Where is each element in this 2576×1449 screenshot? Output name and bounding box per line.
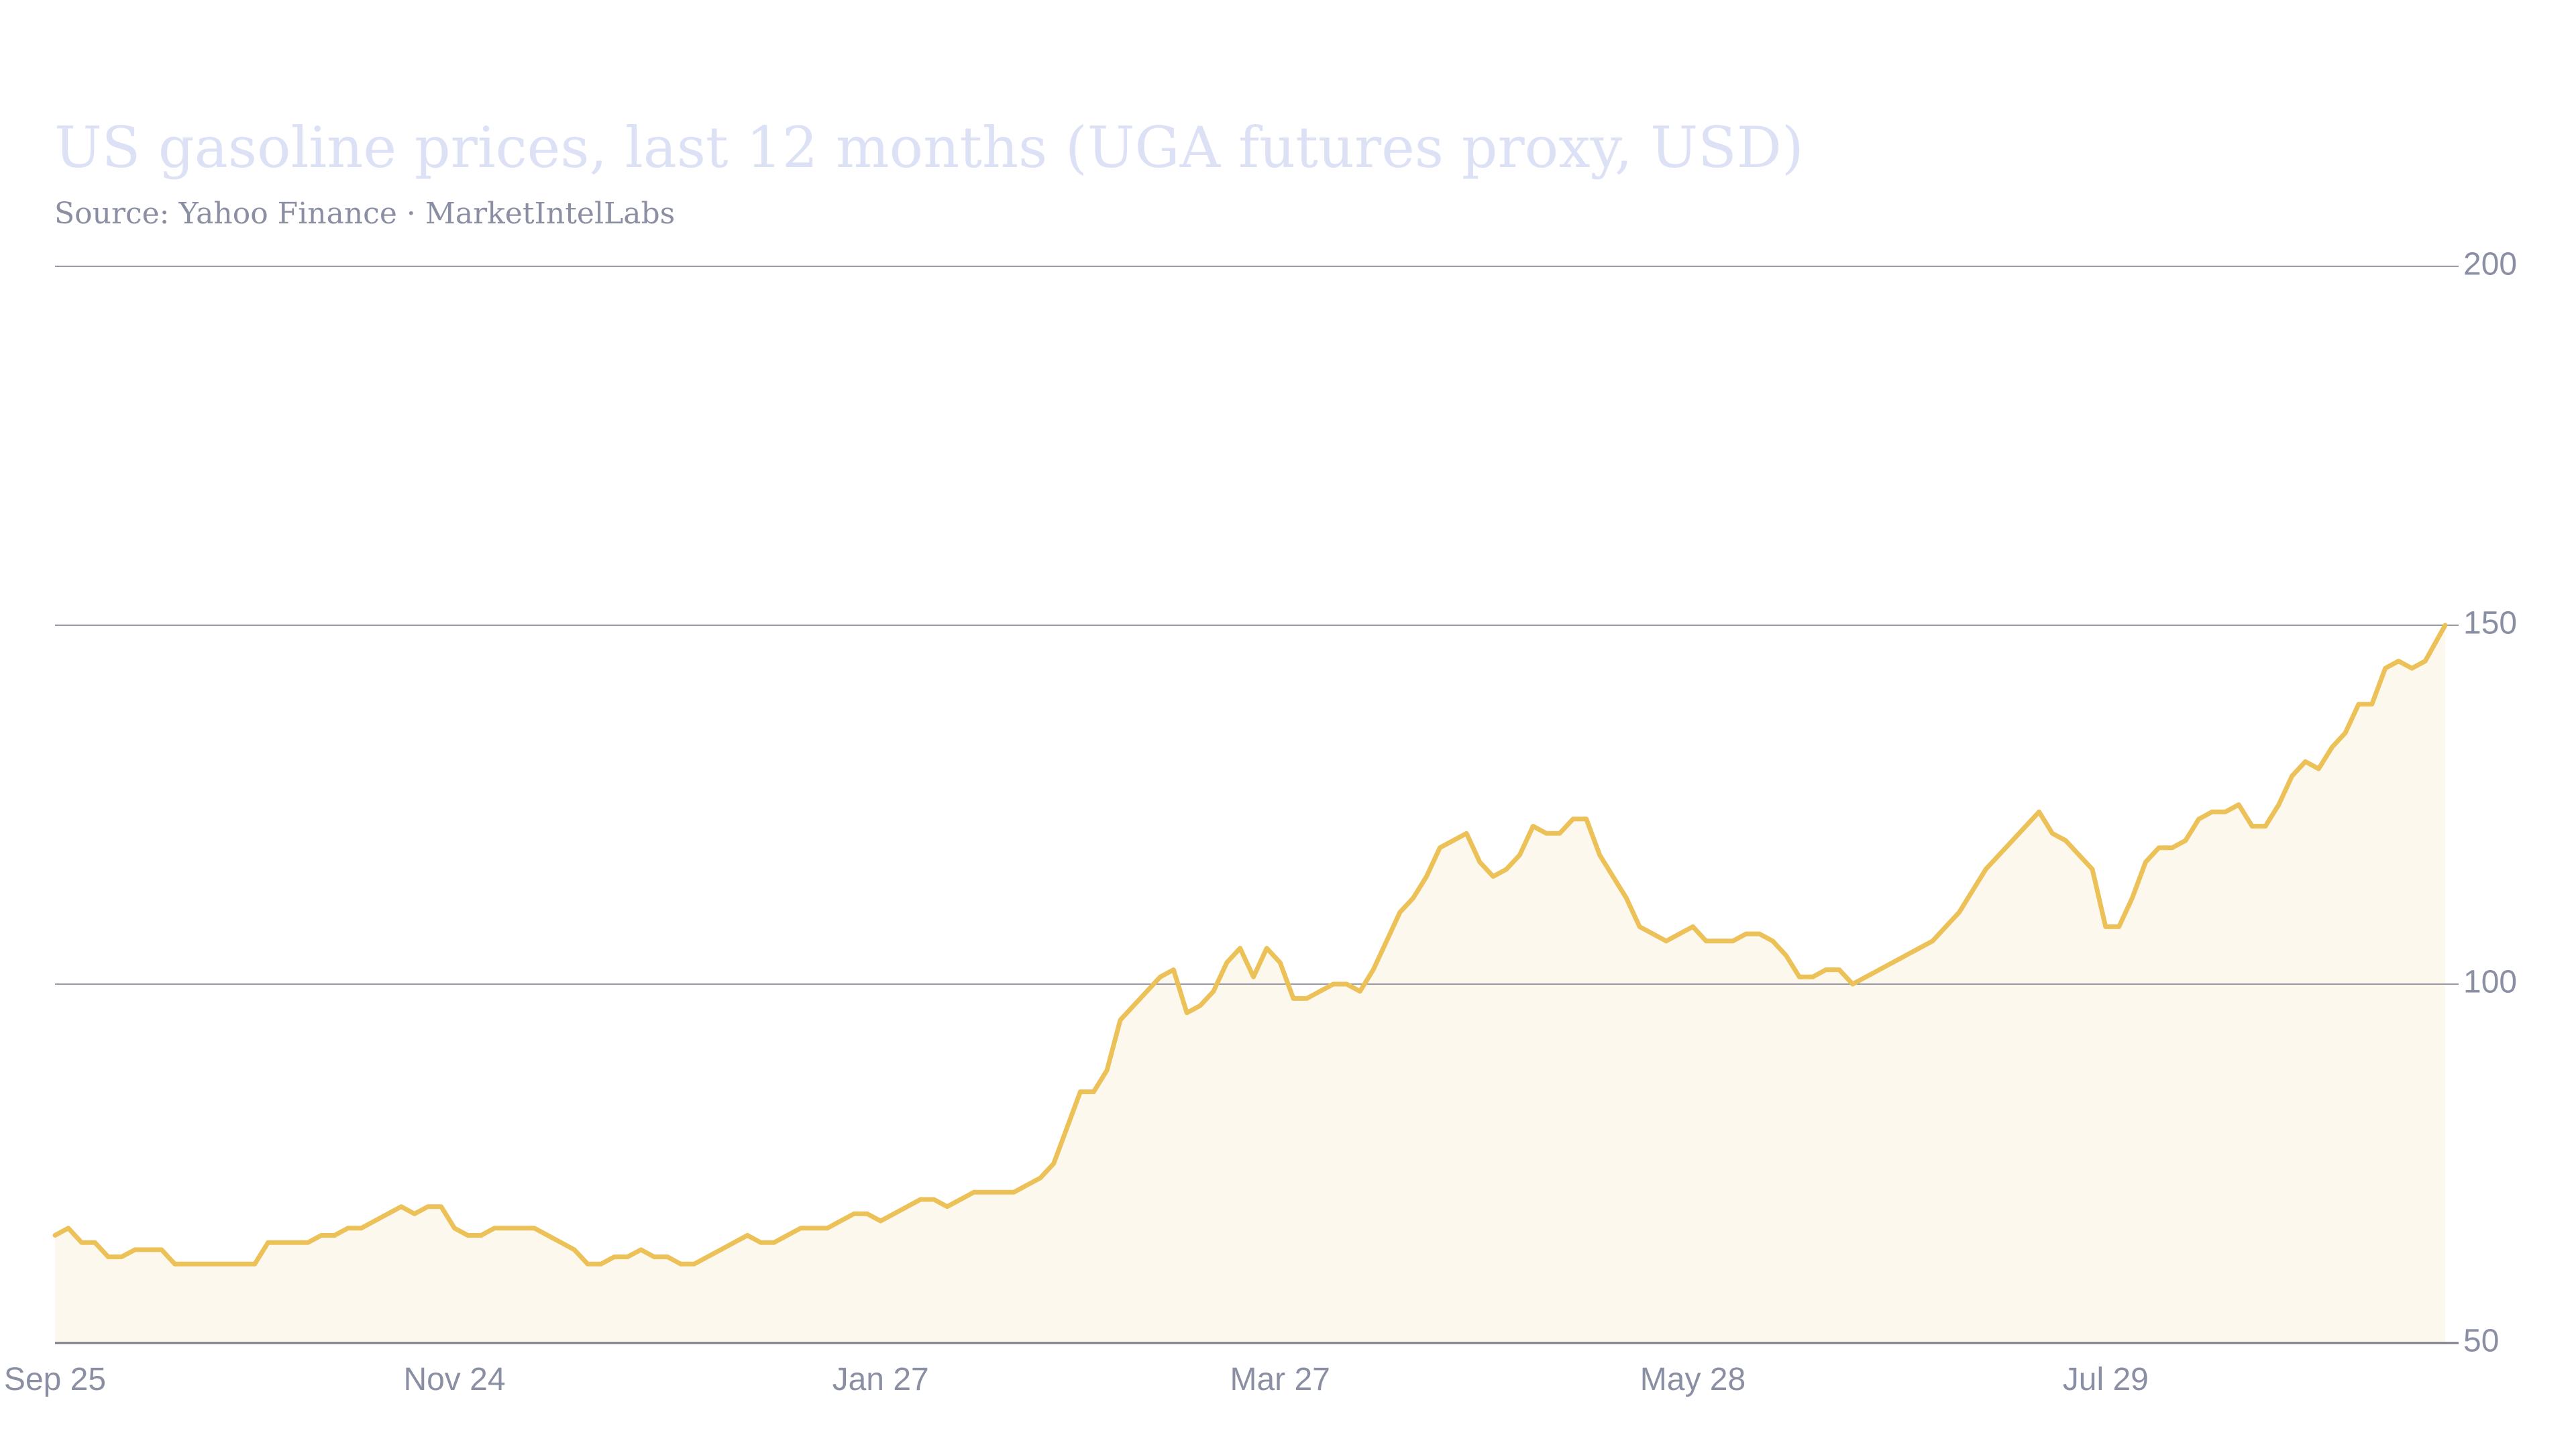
x-tick-label: Jul 29 <box>2063 1362 2149 1397</box>
x-tick-label: Mar 27 <box>1230 1362 1330 1397</box>
y-tick-label: 100 <box>2463 965 2517 1000</box>
x-tick-label: Nov 24 <box>403 1362 505 1397</box>
x-tick-label: May 28 <box>1640 1362 1746 1397</box>
chart-subtitle: Source: Yahoo Finance · MarketIntelLabs <box>54 197 676 231</box>
x-tick-label: Sep 25 <box>4 1362 106 1397</box>
chart-title: US gasoline prices, last 12 months (UGA … <box>54 115 1804 180</box>
y-tick-label: 200 <box>2463 247 2517 282</box>
y-tick-label: 50 <box>2463 1324 2499 1359</box>
y-tick-label: 150 <box>2463 606 2517 641</box>
series-line <box>52 623 2448 1267</box>
x-tick-label: Jan 27 <box>833 1362 929 1397</box>
